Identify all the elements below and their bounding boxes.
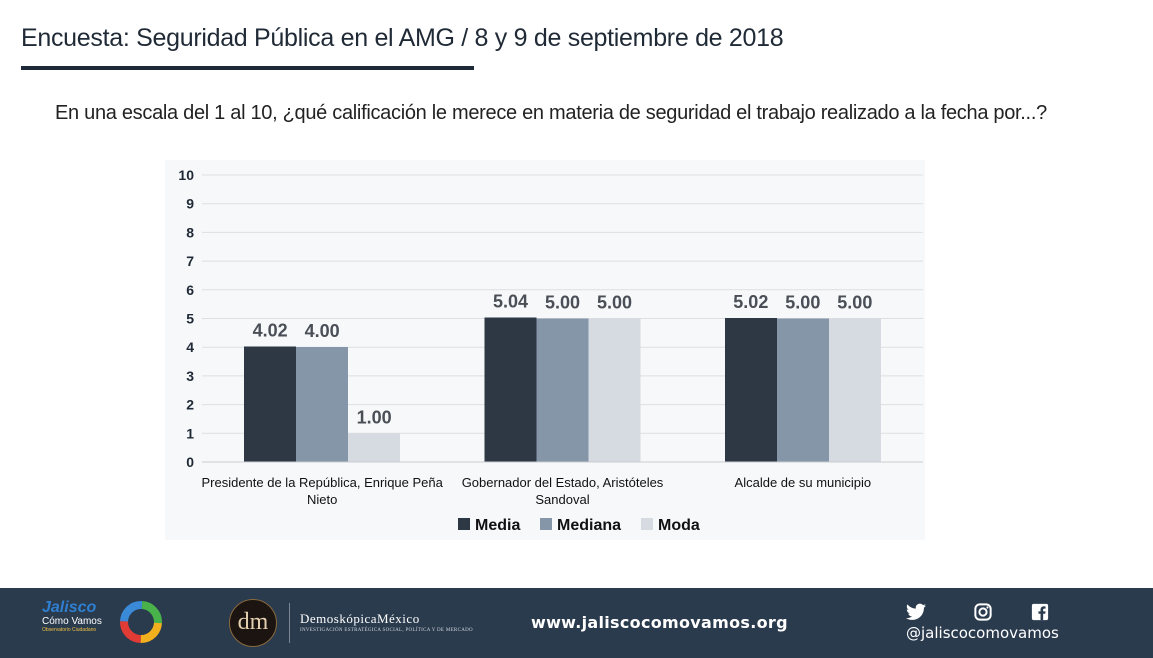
y-tick-label: 0: [186, 454, 194, 470]
legend-swatch-media: [458, 518, 470, 530]
legend-swatch-moda: [641, 518, 653, 530]
legend-label-mediana: Mediana: [557, 517, 621, 534]
data-label: 5.00: [597, 293, 632, 313]
data-label: 5.00: [837, 293, 872, 313]
category-label: Gobernador del Estado, Aristóteles: [462, 475, 664, 490]
legend-label-moda: Moda: [658, 517, 700, 534]
y-tick-label: 6: [186, 282, 194, 298]
data-label: 5.04: [493, 291, 528, 311]
jcv-logo-name: Jalisco: [42, 599, 97, 616]
logo-divider: [289, 603, 290, 643]
category-label: Nieto: [307, 492, 337, 507]
bar-mediana: [296, 347, 349, 462]
page-title: Encuesta: Seguridad Pública en el AMG / …: [21, 24, 784, 52]
data-label: 4.02: [253, 321, 288, 341]
bar-media: [484, 317, 537, 462]
y-tick-label: 9: [186, 196, 194, 212]
demoskopica-monogram-logo[interactable]: dm: [229, 599, 277, 647]
data-label: 5.00: [785, 293, 820, 313]
y-tick-label: 10: [178, 167, 194, 183]
bar-chart: 0 1 2 3 4 5 6 7 8 9 10 4.02 4.00 1.00 Presidente de la…: [165, 160, 925, 540]
category-label: Presidente de la República, Enrique Peña: [201, 475, 443, 490]
facebook-icon[interactable]: [1030, 603, 1050, 621]
jcv-logo-subtitle: Cómo Vamos: [42, 616, 102, 627]
bar-mediana: [776, 318, 829, 462]
data-label: 5.02: [733, 292, 768, 312]
bar-moda: [828, 318, 881, 462]
bar-moda: [348, 433, 401, 462]
jalisco-como-vamos-logo[interactable]: Jalisco Cómo Vamos Observatorio Ciudadan…: [42, 600, 102, 634]
social-handle[interactable]: @jaliscocomovamos: [906, 624, 1059, 642]
y-tick-label: 2: [186, 397, 194, 413]
y-tick-label: 1: [186, 425, 194, 441]
legend-label-media: Media: [475, 517, 520, 534]
bar-moda: [588, 318, 641, 462]
bar-media: [244, 346, 297, 462]
y-tick-label: 8: [186, 224, 194, 240]
bar-mediana: [536, 318, 589, 462]
instagram-icon[interactable]: [973, 603, 993, 621]
website-link[interactable]: www.jaliscocomovamos.org: [531, 613, 788, 632]
y-tick-label: 3: [186, 368, 194, 384]
y-tick-label: 5: [186, 311, 194, 327]
y-tick-label: 7: [186, 253, 194, 269]
data-label: 5.00: [545, 293, 580, 313]
survey-question: En una escala del 1 al 10, ¿qué califica…: [55, 102, 1047, 124]
category-label: Alcalde de su municipio: [735, 475, 872, 490]
title-underline: [21, 66, 474, 70]
legend-swatch-mediana: [540, 518, 552, 530]
y-tick-label: 4: [186, 339, 194, 355]
demoskopica-tagline: INVESTIGACIÓN ESTRATÉGICA SOCIAL, POLÍTI…: [300, 628, 473, 633]
data-label: 4.00: [305, 321, 340, 341]
jcv-ring-icon: [120, 601, 162, 643]
bar-media: [724, 317, 777, 462]
jcv-logo-tagline: Observatorio Ciudadano: [42, 627, 97, 633]
category-label: Sandoval: [535, 492, 589, 507]
data-label: 1.00: [357, 407, 392, 427]
footer-bar: [0, 588, 1153, 658]
twitter-icon[interactable]: [906, 603, 926, 621]
demoskopica-name: DemoskópicaMéxico: [300, 611, 420, 626]
